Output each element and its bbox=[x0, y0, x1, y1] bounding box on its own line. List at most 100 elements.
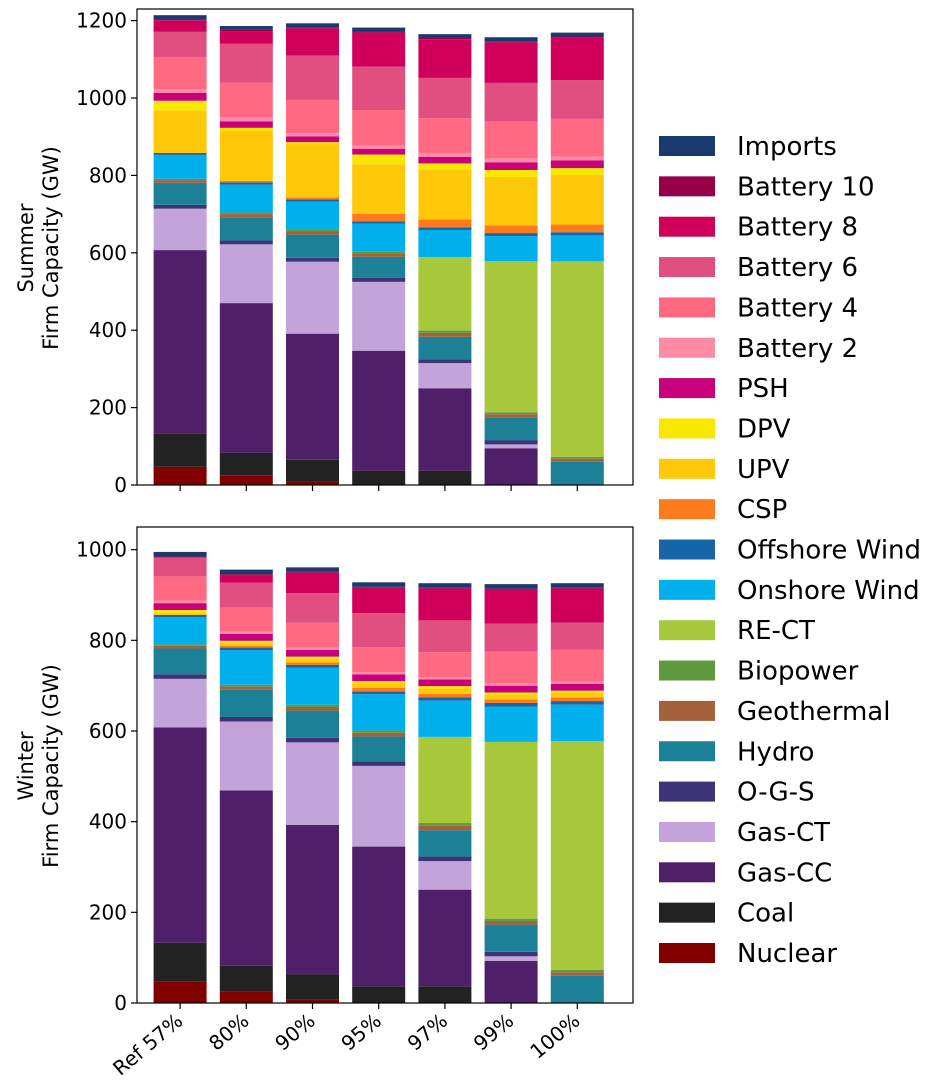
bar-segment-battery-6 bbox=[352, 613, 406, 648]
bar-segment-o-g-s bbox=[484, 440, 538, 445]
legend-label-offshore-wind: Offshore Wind bbox=[737, 536, 921, 566]
bar-segment-gas-cc bbox=[286, 333, 339, 460]
bar-segment-gas-ct bbox=[484, 956, 538, 961]
bar-segment-battery-8 bbox=[484, 589, 538, 624]
legend-label-gas-ct: Gas-CT bbox=[737, 818, 830, 848]
bar-segment-biopower bbox=[153, 178, 207, 181]
bar-segment-psh bbox=[219, 633, 273, 641]
legend-swatch-dpv bbox=[659, 418, 715, 439]
bar-segment-battery-4 bbox=[484, 121, 538, 159]
bar-segment-re-ct bbox=[484, 261, 538, 413]
legend-label-o-g-s: O-G-S bbox=[737, 778, 815, 808]
bar-segment-csp bbox=[484, 225, 538, 234]
bar-segment-battery-10 bbox=[219, 29, 273, 32]
bar-segment-offshore-wind bbox=[484, 233, 538, 237]
bar-segment-imports bbox=[153, 15, 207, 20]
bar-segment-re-ct bbox=[484, 741, 538, 919]
bar-segment-upv bbox=[352, 683, 406, 688]
bar-segment-battery-6 bbox=[550, 80, 604, 119]
bar-segment-coal bbox=[418, 986, 472, 1003]
bar-segment-battery-8 bbox=[352, 587, 406, 614]
bar-segment-battery-10 bbox=[550, 587, 604, 589]
bar-segment-gas-ct bbox=[286, 261, 339, 334]
legend-swatch-battery-2 bbox=[659, 337, 715, 358]
bar-segment-battery-6 bbox=[484, 623, 538, 652]
bar-segment-offshore-wind bbox=[286, 199, 339, 202]
bar-segment-imports bbox=[484, 37, 538, 42]
bar-segment-upv bbox=[153, 110, 207, 153]
x-tick-label: 97% bbox=[403, 1008, 452, 1055]
bar-segment-battery-8 bbox=[153, 20, 207, 32]
bar-segment-gas-ct bbox=[352, 765, 406, 847]
bar-segment-biopower bbox=[484, 412, 538, 415]
bar-segment-nuclear bbox=[153, 981, 207, 1003]
legend-swatch-battery-6 bbox=[659, 257, 715, 278]
bar-segment-offshore-wind bbox=[418, 227, 472, 230]
bar-segment-battery-10 bbox=[550, 36, 604, 38]
bar-segment-battery-6 bbox=[418, 620, 472, 653]
bar-segment-imports bbox=[352, 27, 406, 32]
legend-label-gas-cc: Gas-CC bbox=[737, 858, 832, 888]
legend-label-coal: Coal bbox=[737, 899, 794, 929]
bar-segment-csp bbox=[550, 224, 604, 233]
bar-segment-battery-8 bbox=[484, 42, 538, 83]
bar-segment-battery-2 bbox=[484, 158, 538, 163]
bar-segment-geothermal bbox=[286, 706, 339, 711]
bar-segment-hydro bbox=[219, 689, 273, 717]
bar-segment-gas-ct bbox=[352, 281, 406, 351]
bar-segment-geothermal bbox=[418, 332, 472, 337]
bar-segment-hydro bbox=[550, 975, 604, 1003]
bar-segment-dpv bbox=[219, 127, 273, 131]
bar-segment-gas-ct bbox=[153, 208, 207, 251]
bar-segment-csp bbox=[352, 213, 406, 222]
bar-segment-battery-8 bbox=[286, 572, 339, 594]
y-axis-label-line: Summer bbox=[14, 203, 38, 292]
bar-segment-o-g-s bbox=[352, 277, 406, 282]
bar-segment-battery-6 bbox=[286, 593, 339, 623]
x-tick-label: 90% bbox=[270, 1008, 319, 1055]
bar-segment-hydro bbox=[484, 417, 538, 441]
bar-segment-battery-2 bbox=[550, 156, 604, 161]
bar-segment-battery-4 bbox=[550, 118, 604, 157]
legend-label-csp: CSP bbox=[737, 495, 787, 525]
y-axis-label-line: Winter bbox=[14, 731, 38, 801]
bar-segment-battery-4 bbox=[153, 576, 207, 601]
bar-segment-battery-4 bbox=[219, 82, 273, 118]
bar-segment-battery-8 bbox=[550, 588, 604, 623]
bar-segment-onshore-wind bbox=[418, 700, 472, 737]
y-tick-label: 600 bbox=[89, 719, 127, 743]
bar-segment-onshore-wind bbox=[484, 706, 538, 742]
bar-segment-battery-10 bbox=[418, 587, 472, 589]
bar-segment-battery-4 bbox=[352, 110, 406, 146]
bar-segment-battery-10 bbox=[352, 586, 406, 588]
x-tick-label: 100% bbox=[525, 1008, 584, 1063]
x-tick-label: 99% bbox=[469, 1008, 518, 1055]
bar-segment-dpv bbox=[153, 100, 207, 111]
bar-segment-battery-2 bbox=[286, 647, 339, 650]
bar-segment-imports bbox=[418, 34, 472, 39]
bar-segment-hydro bbox=[352, 736, 406, 762]
y-tick-label: 200 bbox=[89, 396, 127, 420]
bar-segment-offshore-wind bbox=[153, 614, 207, 618]
bar-segment-offshore-wind bbox=[219, 182, 273, 185]
bar-segment-biopower bbox=[286, 229, 339, 232]
bar-segment-o-g-s bbox=[418, 359, 472, 364]
bar-segment-offshore-wind bbox=[286, 664, 339, 668]
bar-segment-dpv bbox=[352, 681, 406, 684]
legend-swatch-csp bbox=[659, 499, 715, 520]
x-tick-label: Ref 57% bbox=[108, 1008, 187, 1080]
bar-segment-o-g-s bbox=[418, 856, 472, 862]
y-tick-label: 1000 bbox=[76, 86, 127, 110]
bar-segment-gas-ct bbox=[418, 363, 472, 389]
bar-segment-upv bbox=[153, 612, 207, 615]
bar-segment-battery-6 bbox=[153, 557, 207, 577]
bar-segment-dpv bbox=[418, 686, 472, 689]
bar-segment-onshore-wind bbox=[352, 694, 406, 731]
panel-winter: 0 200 400 600 800 1000 Ref 57% 80% 90% 95% 97% 99% 1… bbox=[14, 526, 634, 1080]
bar-segment-biopower bbox=[153, 644, 207, 646]
legend-label-battery-8: Battery 8 bbox=[737, 213, 858, 243]
bar-segment-hydro bbox=[286, 710, 339, 738]
bar-segment-geothermal bbox=[153, 645, 207, 649]
bar-segment-gas-ct bbox=[219, 721, 273, 791]
